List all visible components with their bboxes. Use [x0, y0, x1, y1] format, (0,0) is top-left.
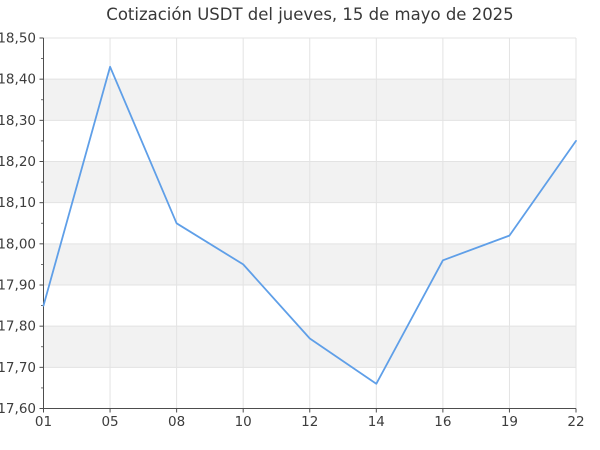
y-tick-label: 18,50 [0, 30, 36, 46]
x-tick-label: 01 [35, 414, 52, 430]
y-tick-label: 17,90 [0, 277, 36, 293]
x-tick-label: 14 [368, 414, 385, 430]
x-tick-label: 05 [101, 414, 118, 430]
y-tick-label: 18,20 [0, 154, 36, 170]
x-tick-label: 22 [567, 414, 584, 430]
x-tick-label: 12 [301, 414, 318, 430]
y-tick-label: 18,00 [0, 236, 36, 252]
x-tick-label: 10 [235, 414, 252, 430]
chart-title: Cotización USDT del jueves, 15 de mayo d… [106, 5, 514, 24]
y-tick-label: 18,30 [0, 113, 36, 129]
x-tick-label: 08 [168, 414, 185, 430]
y-tick-label: 18,10 [0, 195, 36, 211]
x-tick-label: 16 [434, 414, 451, 430]
y-tick-label: 18,40 [0, 72, 36, 88]
y-tick-label: 17,80 [0, 319, 36, 335]
price-line [42, 65, 577, 385]
y-tick-label: 17,70 [0, 360, 36, 376]
x-tick-label: 19 [501, 414, 518, 430]
y-tick-label: 17,60 [0, 401, 36, 417]
